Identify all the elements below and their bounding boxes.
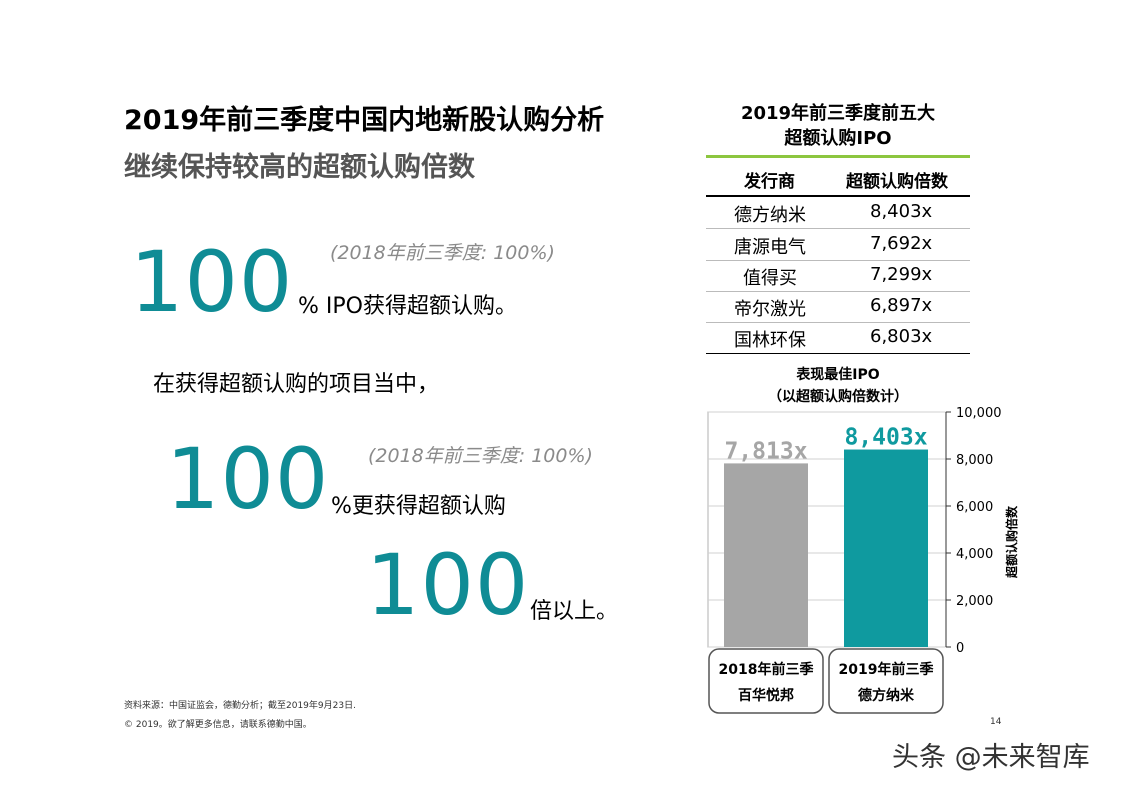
- table-cell-multiple: 8,403x: [870, 201, 933, 222]
- table-cell-issuer: 唐源电气: [734, 237, 806, 258]
- source-note: 资料来源：中国证监会，德勤分析；截至2019年9月23日.: [124, 701, 356, 711]
- category-label-period: 2018年前三季: [719, 661, 814, 678]
- bar: [844, 449, 928, 647]
- stat-1-value: 100: [130, 233, 294, 331]
- table-cell-multiple: 7,299x: [870, 264, 933, 285]
- ipo-bar-chart: 7,813x 8,403x 0 2,000 4,000 6,000 8,000 10,000…: [707, 406, 1019, 714]
- table-cell-issuer: 帝尔激光: [734, 299, 806, 320]
- table-row: 值得买 7,299x: [706, 260, 970, 292]
- table-row: 帝尔激光 6,897x: [706, 291, 970, 323]
- bar-data-label: 8,403x: [844, 425, 927, 451]
- y-tick-label: 6,000: [956, 500, 993, 515]
- category-box: [708, 648, 824, 714]
- chart-title-line1: 表现最佳IPO: [796, 367, 880, 383]
- table-title-line1: 2019年前三季度前五大: [740, 103, 936, 124]
- page-subtitle: 继续保持较高的超额认购倍数: [124, 152, 475, 183]
- y-tick-label: 0: [956, 641, 964, 656]
- watermark-text: 头条 @未来智库: [892, 742, 1090, 773]
- stat-3-text: 倍以上。: [530, 599, 619, 624]
- category-label-company: 百华悦邦: [738, 687, 794, 704]
- stat-intro-text: 在获得超额认购的项目当中，: [153, 372, 440, 397]
- table-header-multiple: 超额认购倍数: [846, 172, 948, 192]
- stat-3-value: 100: [366, 536, 530, 634]
- chart-title: 表现最佳IPO （以超额认购倍数计）: [706, 364, 970, 408]
- y-tick-label: 2,000: [956, 594, 993, 609]
- chart-y-axis: 0 2,000 4,000 6,000 8,000 10,000 超额认购倍数: [945, 406, 1019, 656]
- table-title-line2: 超额认购IPO: [784, 128, 892, 149]
- stat-2-text: %更获得超额认购: [331, 494, 506, 519]
- bar: [724, 463, 808, 647]
- table-row: 唐源电气 7,692x: [706, 229, 970, 261]
- table-row: 国林环保 6,803x: [706, 322, 970, 353]
- category-label-period: 2019年前三季: [839, 661, 934, 678]
- table-bottom-rule: [706, 353, 970, 354]
- stat-1-text: % IPO获得超额认购。: [298, 294, 517, 319]
- stat-2-note: (2018年前三季度: 100%): [368, 445, 593, 467]
- page-number: 14: [990, 717, 1002, 727]
- table-title: 2019年前三季度前五大 超额认购IPO: [706, 101, 970, 151]
- bar-data-label: 7,813x: [724, 438, 807, 464]
- table-header: 发行商 超额认购倍数: [706, 159, 970, 195]
- table-header-issuer: 发行商: [744, 172, 795, 192]
- y-tick-label: 4,000: [956, 547, 993, 562]
- table-cell-issuer: 德方纳米: [734, 205, 806, 226]
- y-axis-label: 超额认购倍数: [1004, 505, 1019, 579]
- category-label-company: 德方纳米: [858, 687, 915, 704]
- table-header-rule: [706, 195, 970, 197]
- stat-1-note: (2018年前三季度: 100%): [330, 242, 555, 264]
- table-row: 德方纳米 8,403x: [706, 197, 970, 229]
- table-cell-issuer: 值得买: [743, 268, 797, 289]
- copyright-note: © 2019。欲了解更多信息，请联系德勤中国。: [124, 720, 312, 730]
- page-title: 2019年前三季度中国内地新股认购分析: [124, 105, 605, 136]
- chart-bars: 7,813x 8,403x: [724, 425, 928, 647]
- y-tick-label: 8,000: [956, 453, 993, 468]
- table-top-rule: [706, 155, 970, 158]
- table-cell-multiple: 6,803x: [870, 326, 933, 347]
- table-cell-issuer: 国林环保: [734, 330, 806, 351]
- stat-2-value: 100: [166, 430, 330, 528]
- y-tick-label: 10,000: [956, 406, 1002, 421]
- category-box: [828, 648, 944, 714]
- table-cell-multiple: 6,897x: [870, 295, 933, 316]
- chart-title-line2: （以超额认购倍数计）: [768, 389, 908, 405]
- table-cell-multiple: 7,692x: [870, 233, 933, 254]
